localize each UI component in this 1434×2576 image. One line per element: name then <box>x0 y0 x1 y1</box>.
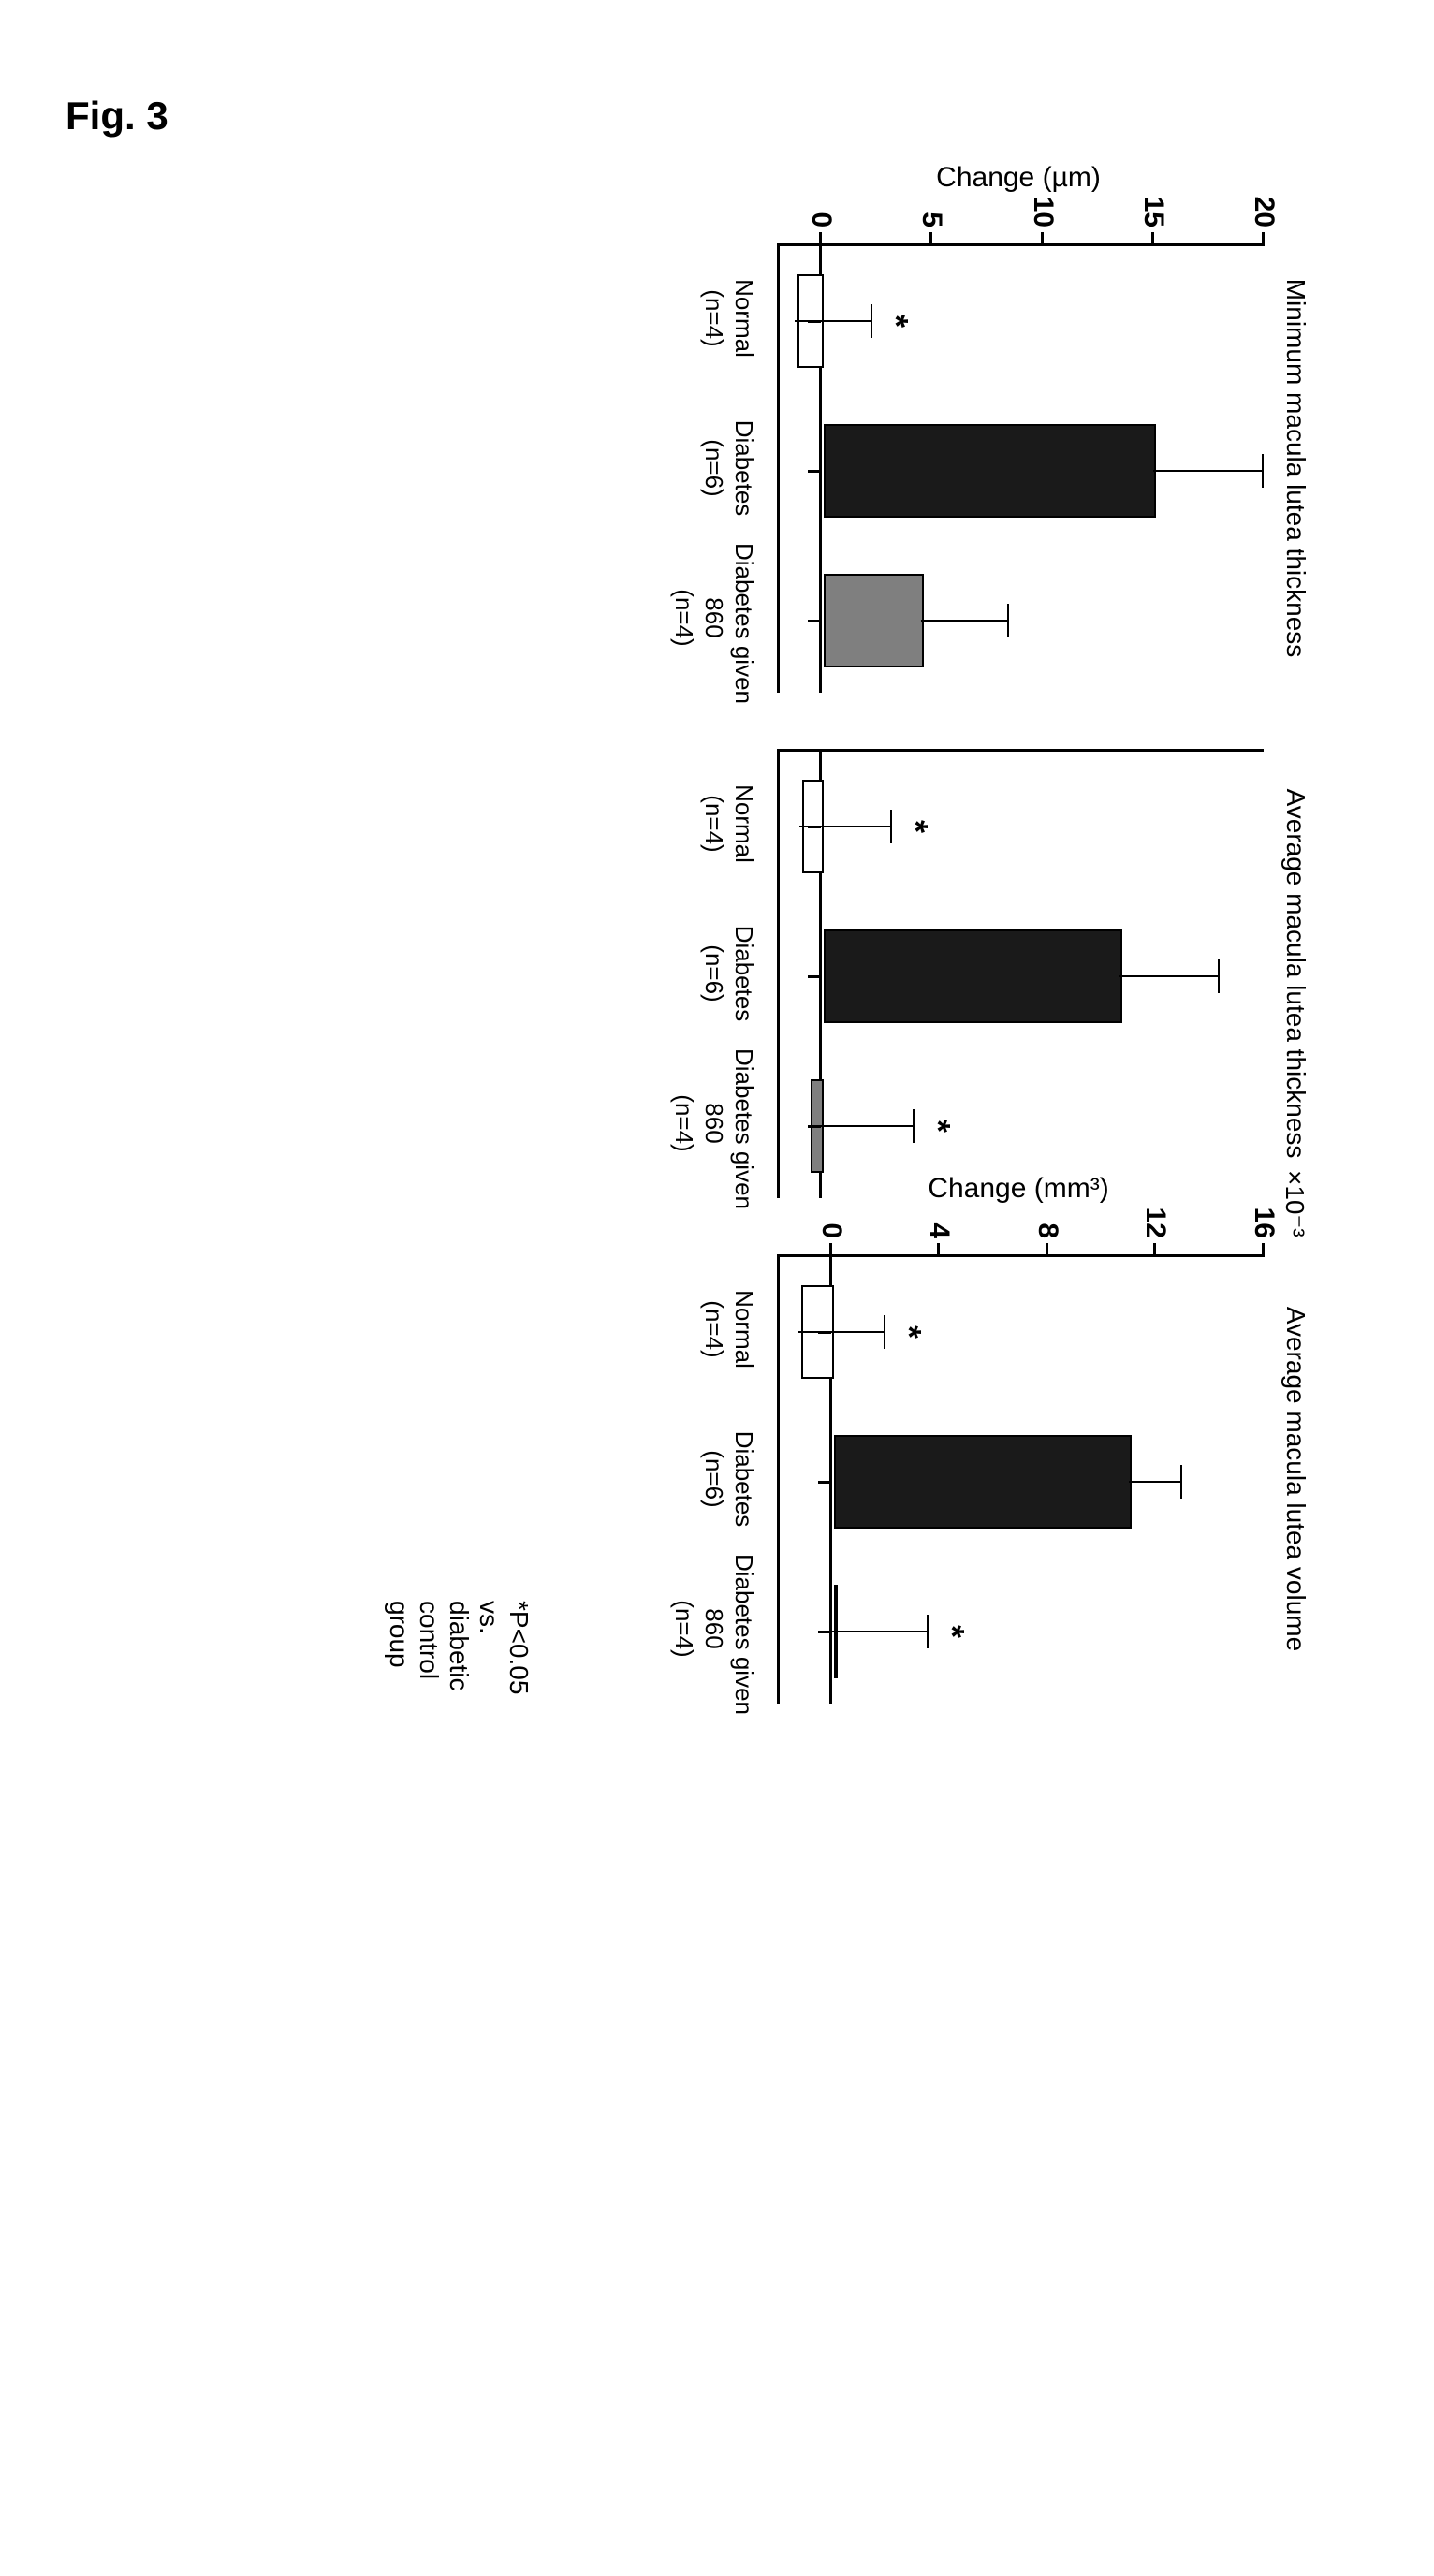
category-label-sub2: (n=4) <box>669 1048 698 1198</box>
y-tick-label: 12 <box>1139 1182 1171 1238</box>
panel-avg-vol: Average macula lutea volume×10⁻³0481216*… <box>571 1254 1264 1704</box>
category-label: Normal <box>729 243 758 393</box>
error-bar <box>921 620 1010 622</box>
category-label-sub: 860 <box>699 1048 728 1198</box>
significance-star: * <box>876 315 915 328</box>
error-bar <box>798 1331 885 1333</box>
y-tick-label: 20 <box>1248 171 1280 227</box>
x-tick <box>808 975 821 978</box>
error-bar <box>808 1125 914 1127</box>
page: Fig. 3 Minimum macula lutea thickness051… <box>0 0 1434 2576</box>
y-tick <box>829 1243 832 1257</box>
y-axis-label: Change (µm) <box>925 162 1112 194</box>
y-tick <box>937 1243 940 1257</box>
bar-diabetes <box>824 929 1122 1023</box>
category-label-sub: (n=4) <box>699 243 728 393</box>
x-tick <box>808 1125 821 1128</box>
footnote: *P<0.05 vs. diabetic control group <box>384 1601 534 1704</box>
y-tick <box>929 232 932 246</box>
category-label-sub: 860 <box>699 543 728 693</box>
error-bar <box>1153 470 1264 472</box>
category-label-sub: (n=4) <box>699 749 728 899</box>
error-bar <box>1119 975 1219 977</box>
category-label: Diabetes <box>729 1404 758 1554</box>
category-label: Diabetes given <box>729 1554 758 1704</box>
error-cap <box>927 1615 929 1648</box>
y-tick-label: 0 <box>805 171 837 227</box>
x-tick <box>808 826 821 828</box>
category-label: Diabetes <box>729 393 758 543</box>
y-tick <box>1151 232 1154 246</box>
x-tick <box>818 1331 831 1334</box>
y-tick <box>819 232 822 246</box>
category-label: Diabetes given <box>729 1048 758 1198</box>
panel-min-thick: Minimum macula lutea thickness05101520*C… <box>571 243 1264 693</box>
panel-avg-thick: Average macula lutea thickness**Normal(n… <box>571 749 1264 1198</box>
plot-area: 0481216** <box>777 1254 1264 1704</box>
significance-star: * <box>896 820 935 833</box>
category-label: Normal <box>729 749 758 899</box>
plot-area: 05101520* <box>777 243 1264 693</box>
error-cap <box>1007 604 1009 637</box>
error-cap <box>871 304 872 338</box>
category-label-sub2: (n=4) <box>669 1554 698 1704</box>
category-label: Normal <box>729 1254 758 1404</box>
error-cap <box>884 1315 885 1349</box>
bar-diabetes <box>824 424 1156 518</box>
category-label: Diabetes <box>729 899 758 1048</box>
y-tick-label: 16 <box>1248 1182 1280 1238</box>
figure-label: Fig. 3 <box>66 94 168 139</box>
x-tick <box>808 320 821 323</box>
error-cap <box>890 810 892 843</box>
error-cap <box>1218 959 1220 993</box>
bar-diabetes <box>834 1435 1132 1529</box>
significance-star: * <box>889 1325 929 1339</box>
x-tick <box>808 620 821 622</box>
category-label: Diabetes given <box>729 543 758 693</box>
x-tick <box>818 1481 831 1484</box>
category-label-sub: (n=6) <box>699 393 728 543</box>
panel-title: Minimum macula lutea thickness <box>1280 243 1310 693</box>
y-axis-label: Change (mm³) <box>925 1173 1112 1205</box>
y-tick-label: 0 <box>815 1182 847 1238</box>
category-label-sub: (n=6) <box>699 899 728 1048</box>
y-tick <box>1262 1243 1265 1257</box>
error-bar <box>795 320 872 322</box>
plot-area: ** <box>777 749 1264 1198</box>
y-tick <box>1153 1243 1156 1257</box>
x-tick <box>808 470 821 473</box>
rotated-charts: Minimum macula lutea thickness05101520*C… <box>571 243 1264 1704</box>
error-cap <box>1262 454 1264 488</box>
y-tick-label: 15 <box>1137 171 1169 227</box>
significance-star: * <box>932 1625 972 1638</box>
panel-title: Average macula lutea thickness <box>1280 749 1310 1198</box>
y-tick <box>1041 232 1044 246</box>
panel-title: Average macula lutea volume <box>1280 1254 1310 1704</box>
y-tick <box>1046 1243 1048 1257</box>
y-tick <box>1262 232 1265 246</box>
charts-row: Minimum macula lutea thickness05101520*C… <box>571 243 1264 1704</box>
category-label-sub2: (n=4) <box>669 543 698 693</box>
category-label-sub: 860 <box>699 1554 728 1704</box>
error-bar <box>831 1631 929 1632</box>
category-label-sub: (n=4) <box>699 1254 728 1404</box>
yaxis-prefix: ×10⁻³ <box>1280 1170 1310 1237</box>
error-cap <box>913 1109 915 1143</box>
x-tick <box>818 1631 831 1633</box>
significance-star: * <box>918 1120 958 1133</box>
bar-given860 <box>824 574 923 667</box>
error-bar <box>1129 1481 1183 1483</box>
error-cap <box>1180 1465 1182 1499</box>
category-label-sub: (n=6) <box>699 1404 728 1554</box>
